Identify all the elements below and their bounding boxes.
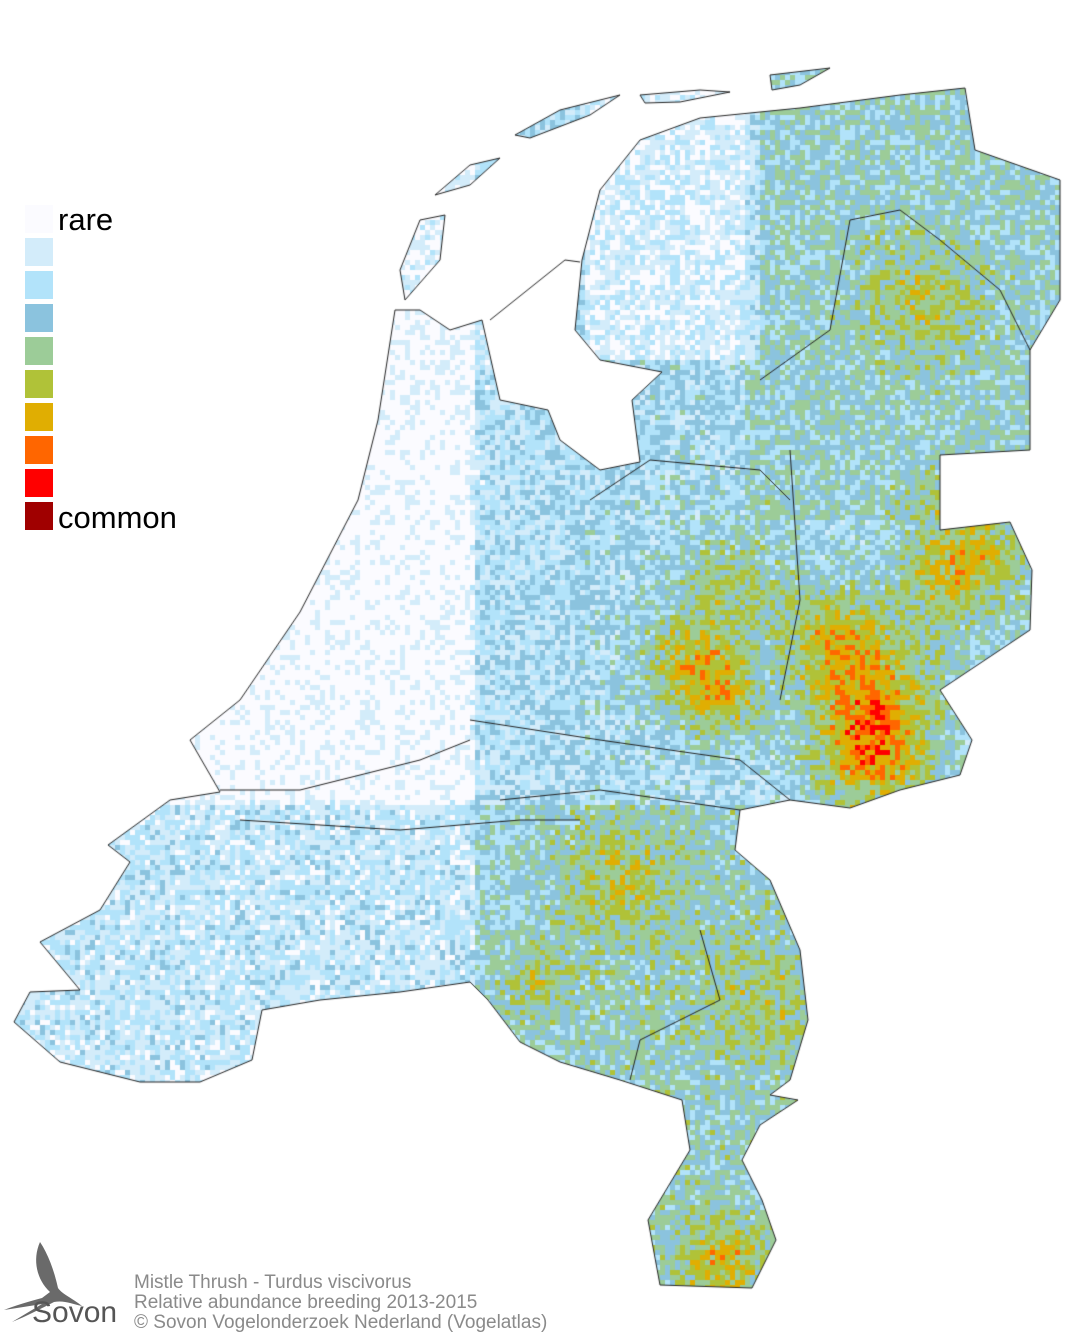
sovon-swallow-logo-icon <box>4 1242 82 1322</box>
caption-description: Relative abundance breeding 2013-2015 <box>134 1292 478 1313</box>
legend-swatch-6 <box>25 370 53 398</box>
legend-label-rare: rare <box>58 202 114 237</box>
legend-swatch-5 <box>25 337 53 365</box>
caption-copyright: © Sovon Vogelonderzoek Nederland (Vogela… <box>134 1312 548 1333</box>
legend-swatch-3 <box>25 271 53 299</box>
legend-swatch-4 <box>25 304 53 332</box>
legend-label-common: common <box>58 500 177 535</box>
legend-swatch-10 <box>25 502 53 530</box>
legend-swatch-7 <box>25 403 53 431</box>
caption-species: Mistle Thrush - Turdus viscivorus <box>134 1272 412 1293</box>
legend-swatch-8 <box>25 436 53 464</box>
map-caption: Mistle Thrush - Turdus viscivorus Relati… <box>134 1273 547 1333</box>
sovon-logo-text: Sovon <box>32 1296 118 1329</box>
legend-swatch-1 <box>25 205 53 233</box>
legend-swatch-9 <box>25 469 53 497</box>
legend-swatch-2 <box>25 238 53 266</box>
